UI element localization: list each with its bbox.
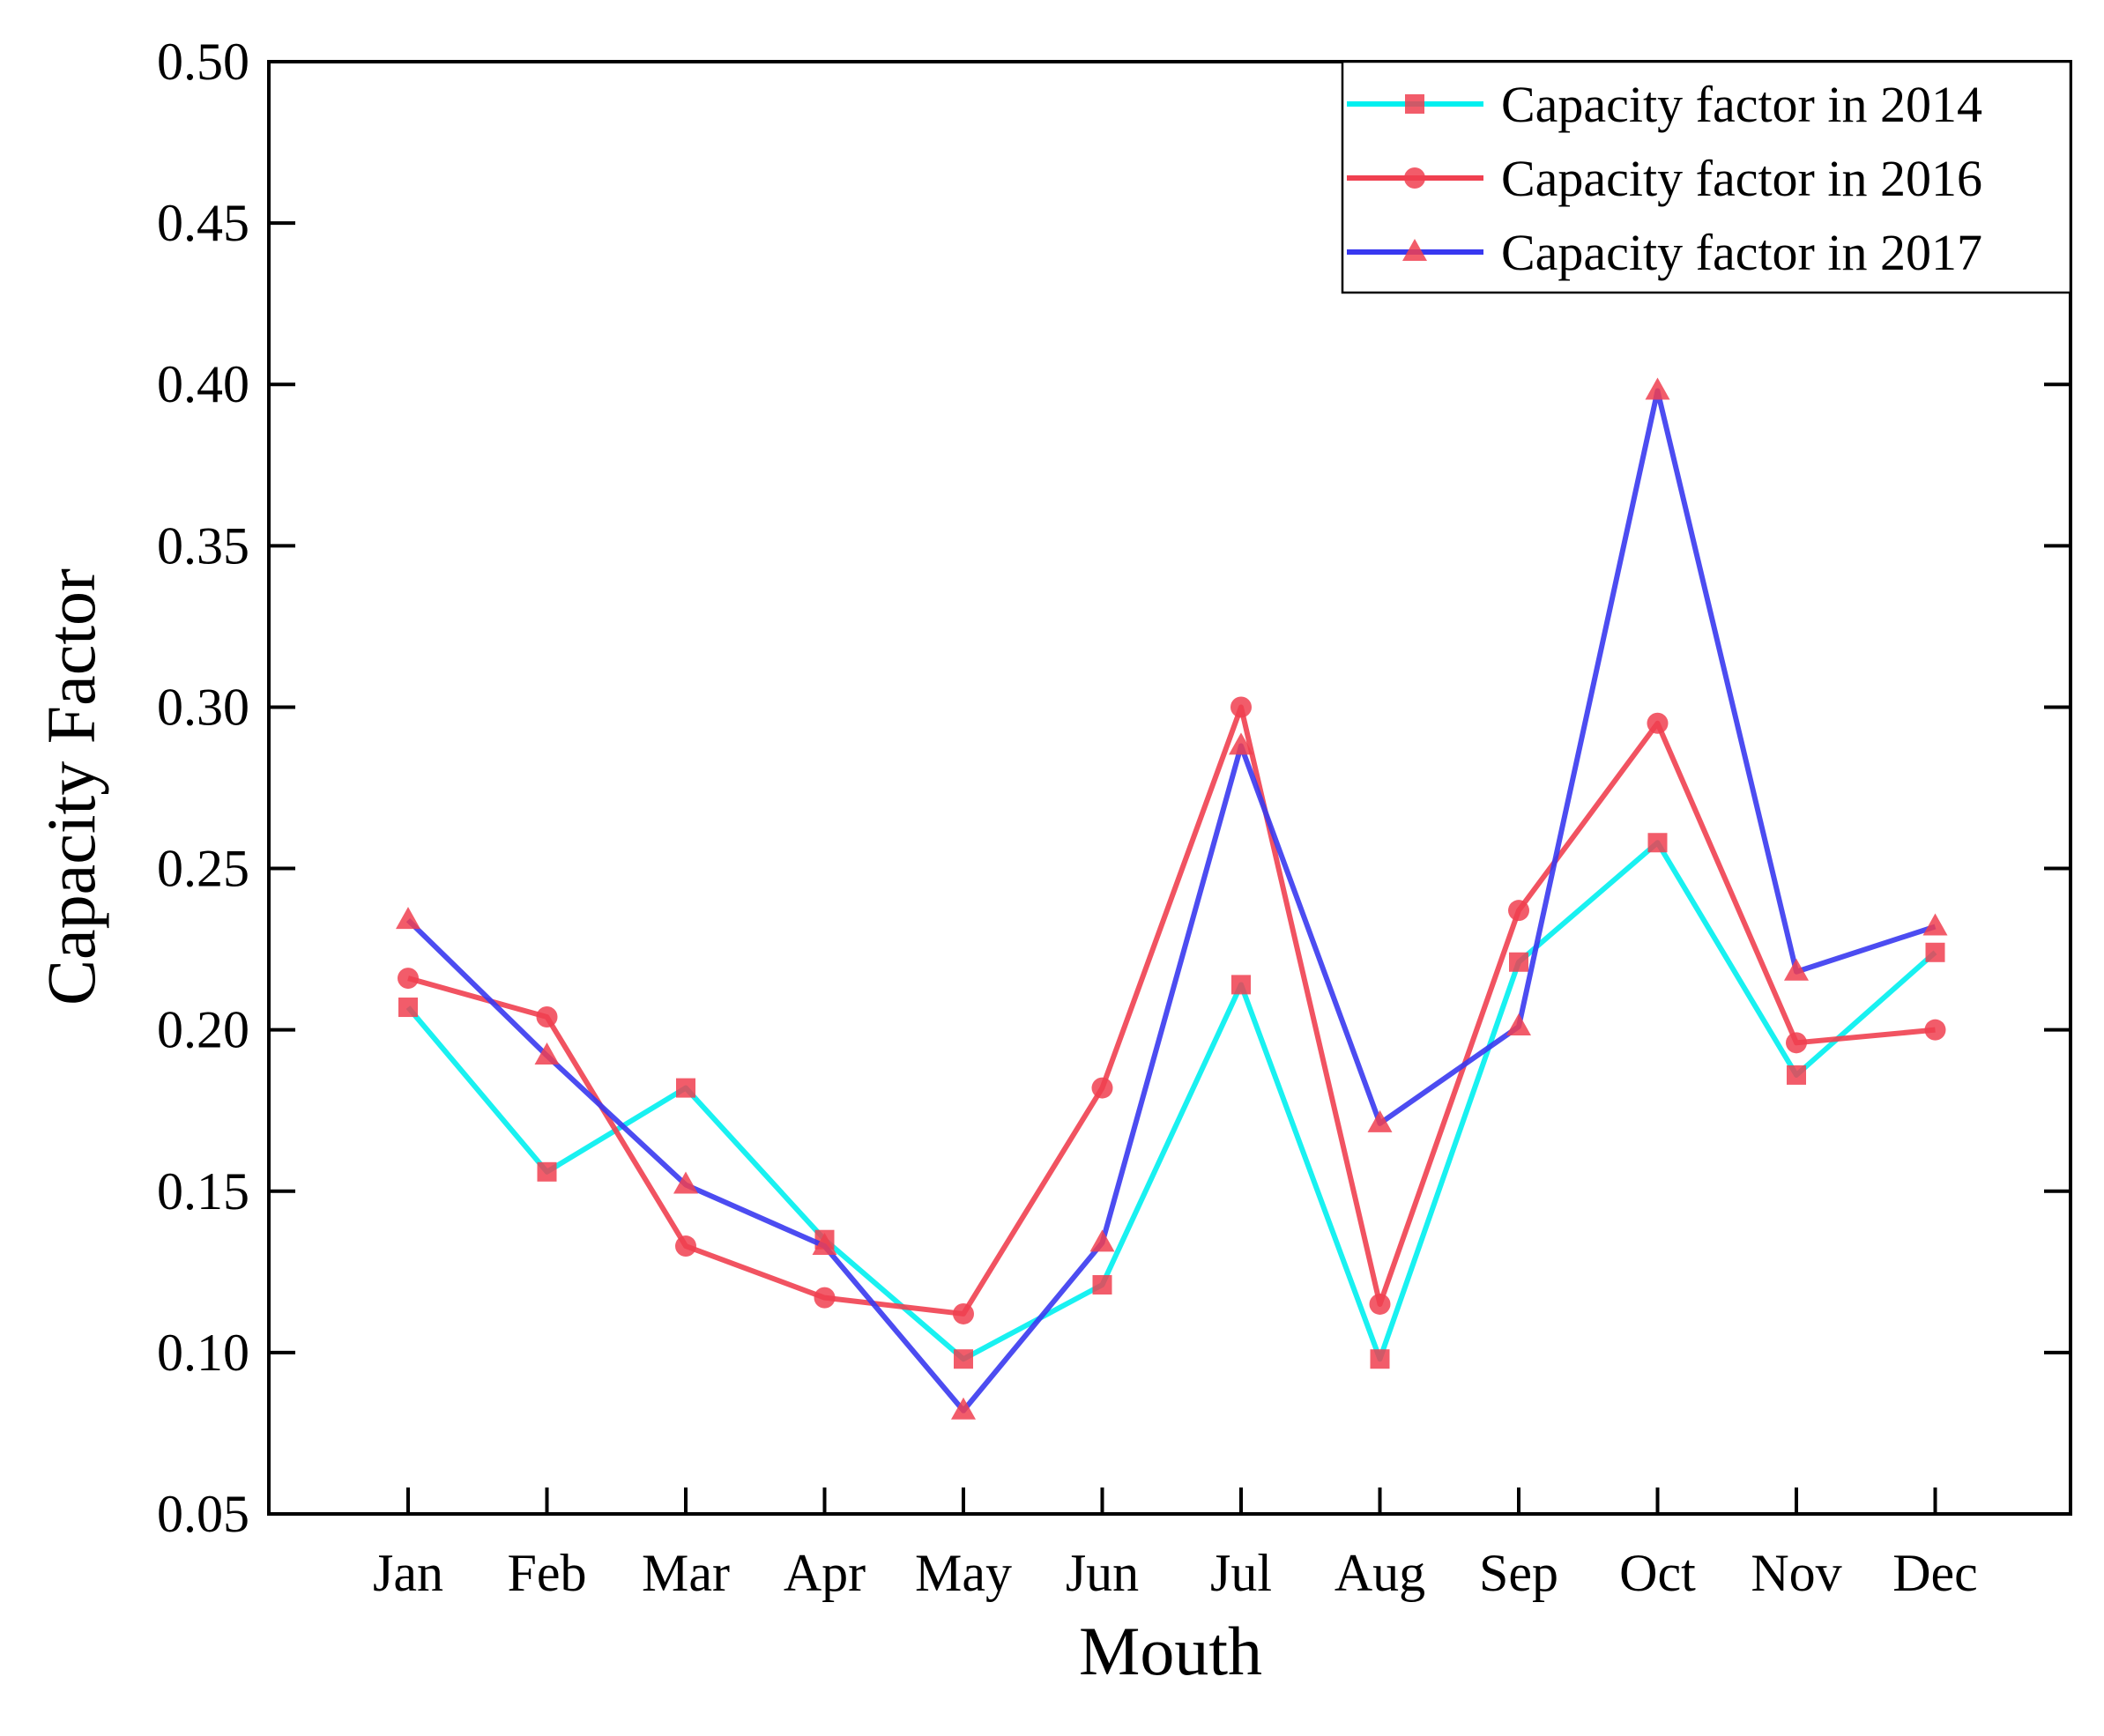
legend: Capacity factor in 2014 Capacity factor i… [1341, 60, 2072, 294]
y-tick-label: 0.35 [157, 516, 249, 575]
data-point-triangle [396, 907, 420, 930]
data-point-square [1092, 1274, 1112, 1295]
data-point-square [1231, 975, 1251, 995]
data-point-triangle [673, 1171, 698, 1194]
series-3 [396, 377, 1948, 1420]
y-tick-label: 0.25 [157, 840, 249, 898]
data-point-circle [1508, 900, 1529, 922]
data-point-triangle [812, 1233, 837, 1256]
y-tick-label: 0.20 [157, 1001, 249, 1059]
legend-label: Capacity factor in 2017 [1501, 224, 1982, 281]
data-point-circle [675, 1235, 696, 1257]
y-tick-label: 0.45 [157, 194, 249, 252]
data-point-triangle [951, 1397, 976, 1420]
y-tick-label: 0.40 [157, 355, 249, 413]
series-line [405, 840, 1937, 1362]
y-tick-label: 0.05 [157, 1485, 249, 1543]
x-axis-title: Mouth [1079, 1613, 1262, 1689]
data-point-triangle [534, 1042, 560, 1065]
legend-swatch-marker [1405, 94, 1424, 114]
data-point-triangle [1784, 958, 1809, 981]
data-point-circle [814, 1287, 836, 1309]
data-point-circle [953, 1302, 974, 1324]
x-tick-label: Sep [1479, 1544, 1558, 1602]
data-point-circle [1230, 696, 1252, 718]
data-point-circle [1786, 1032, 1807, 1054]
y-axis-ticks: 0.05 0.10 0.15 0.20 0.25 0.30 0.35 0.40 0.45 0.50 [157, 33, 2071, 1543]
data-point-circle [398, 968, 419, 990]
data-point-circle [1924, 1019, 1946, 1041]
x-tick-label: Jun [1066, 1544, 1139, 1602]
data-point-square [537, 1161, 557, 1182]
data-point-square [954, 1349, 973, 1369]
x-tick-label: Nov [1751, 1544, 1841, 1602]
data-point-triangle [1922, 913, 1948, 936]
data-point-triangle [1645, 377, 1670, 400]
y-tick-label: 0.30 [157, 678, 249, 736]
series-2 [398, 696, 1946, 1324]
data-point-square [1925, 942, 1945, 962]
series-layer [396, 377, 1948, 1420]
legend-entry: Capacity factor in 2017 [1347, 224, 1982, 281]
x-tick-label: Oct [1619, 1544, 1696, 1602]
series-1 [398, 833, 1945, 1369]
data-point-circle [1369, 1293, 1391, 1315]
legend-entry: Capacity factor in 2016 [1347, 150, 1982, 207]
legend-entry: Capacity factor in 2014 [1347, 76, 1982, 133]
data-point-triangle [1506, 1013, 1531, 1036]
data-point-triangle [1229, 732, 1253, 755]
x-tick-label: Apr [784, 1544, 866, 1602]
x-tick-label: Aug [1335, 1544, 1425, 1602]
legend-label: Capacity factor in 2014 [1501, 76, 1982, 133]
data-point-circle [1091, 1077, 1113, 1099]
data-point-square [1509, 952, 1528, 972]
x-tick-label: May [915, 1544, 1012, 1602]
x-axis-ticks: Jan Feb Mar Apr May Jun Jul Aug Sep Oct Nov Dec [373, 1487, 1978, 1602]
data-point-triangle [1089, 1229, 1115, 1252]
plot-frame [267, 60, 2072, 1516]
y-tick-label: 0.50 [157, 33, 249, 91]
data-point-square [676, 1078, 695, 1098]
data-point-square [1647, 833, 1668, 853]
data-point-square [398, 998, 418, 1018]
x-tick-label: Feb [508, 1544, 587, 1602]
data-point-circle [536, 1006, 558, 1028]
y-tick-label: 0.10 [157, 1324, 249, 1382]
data-point-circle [1647, 712, 1669, 734]
x-tick-label: Jan [373, 1544, 443, 1602]
legend-swatch-marker [1404, 167, 1425, 189]
x-tick-label: Jul [1210, 1544, 1272, 1602]
legend-label: Capacity factor in 2016 [1501, 150, 1982, 207]
data-point-triangle [1367, 1109, 1393, 1132]
data-point-square [1370, 1349, 1390, 1369]
y-axis-title: Capacity Factor [33, 568, 109, 1005]
y-tick-label: 0.15 [157, 1162, 249, 1220]
x-tick-label: Dec [1892, 1544, 1978, 1602]
data-point-square [1787, 1065, 1806, 1085]
series-line [405, 388, 1937, 1413]
x-tick-label: Mar [642, 1544, 730, 1602]
series-line [407, 704, 1936, 1317]
legend-swatch-marker [1402, 239, 1427, 261]
